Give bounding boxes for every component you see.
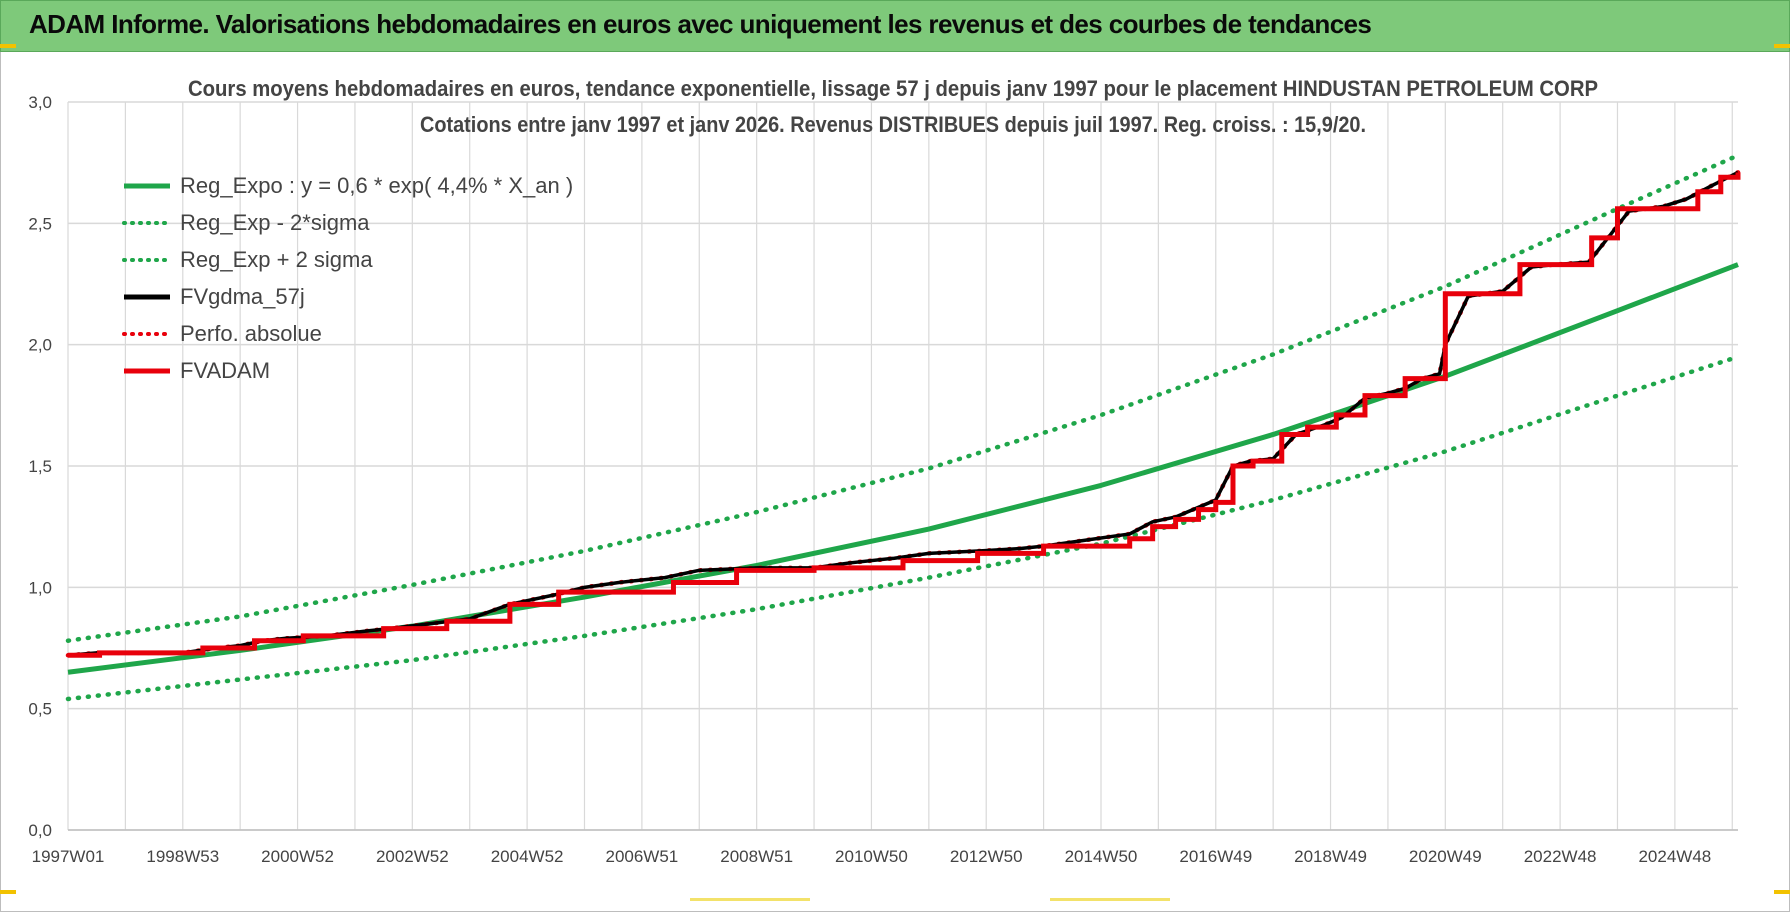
x-tick-label: 2010W50 xyxy=(835,847,908,866)
chart-subtitle: Cotations entre janv 1997 et janv 2026. … xyxy=(420,112,1366,137)
x-tick-label: 2024W48 xyxy=(1638,847,1711,866)
y-tick-label: 2,0 xyxy=(28,336,52,355)
series-fvadam xyxy=(68,172,1741,658)
x-tick-label: 2004W52 xyxy=(491,847,564,866)
y-tick-label: 0,5 xyxy=(28,700,52,719)
series-fvgdma-57j xyxy=(67,170,1739,658)
x-tick-label: 2020W49 xyxy=(1409,847,1482,866)
legend-label: Reg_Exp + 2 sigma xyxy=(180,247,373,272)
legend-label: Reg_Expo : y = 0,6 * exp( 4,4% * X_an ) xyxy=(180,173,573,198)
series-reg-exp-2-sigma xyxy=(65,153,1741,643)
chart-legend: Reg_Expo : y = 0,6 * exp( 4,4% * X_an ) R… xyxy=(122,173,573,383)
x-tick-label: 2006W51 xyxy=(605,847,678,866)
report-title: ADAM Informe. Valorisations hebdomadaire… xyxy=(29,9,1372,39)
x-tick-label: 2018W49 xyxy=(1294,847,1367,866)
x-tick-label: 2008W51 xyxy=(720,847,793,866)
legend-label: Reg_Exp - 2*sigma xyxy=(180,210,370,235)
y-tick-label: 2,5 xyxy=(28,214,52,233)
x-tick-label: 2014W50 xyxy=(1065,847,1138,866)
x-tick-label: 2022W48 xyxy=(1524,847,1597,866)
legend-label: FVADAM xyxy=(180,358,270,383)
corner-marker-right xyxy=(1774,44,1790,48)
y-tick-label: 3,0 xyxy=(28,93,52,112)
corner-marker-bottom-left xyxy=(0,890,16,894)
legend-label: Perfo. absolue xyxy=(180,321,322,346)
x-tick-label: 1998W53 xyxy=(146,847,219,866)
accent-line-1 xyxy=(690,898,810,901)
x-tick-label: 2012W50 xyxy=(950,847,1023,866)
report-header: ADAM Informe. Valorisations hebdomadaire… xyxy=(0,0,1790,52)
corner-marker-bottom-right xyxy=(1774,890,1790,894)
y-tick-label: 1,0 xyxy=(28,578,52,597)
legend-label: FVgdma_57j xyxy=(180,284,305,309)
y-tick-label: 0,0 xyxy=(28,821,52,840)
x-tick-label: 2016W49 xyxy=(1179,847,1252,866)
corner-marker-left xyxy=(0,44,16,48)
x-tick-label: 2002W52 xyxy=(376,847,449,866)
chart-title: Cours moyens hebdomadaires en euros, ten… xyxy=(188,76,1598,101)
x-tick-label: 1997W01 xyxy=(32,847,105,866)
x-tick-label: 2000W52 xyxy=(261,847,334,866)
y-tick-label: 1,5 xyxy=(28,457,52,476)
series-reg-exp-2-sigma xyxy=(65,354,1741,702)
series-perfo-absolue xyxy=(65,170,1741,658)
accent-line-2 xyxy=(1050,898,1170,901)
